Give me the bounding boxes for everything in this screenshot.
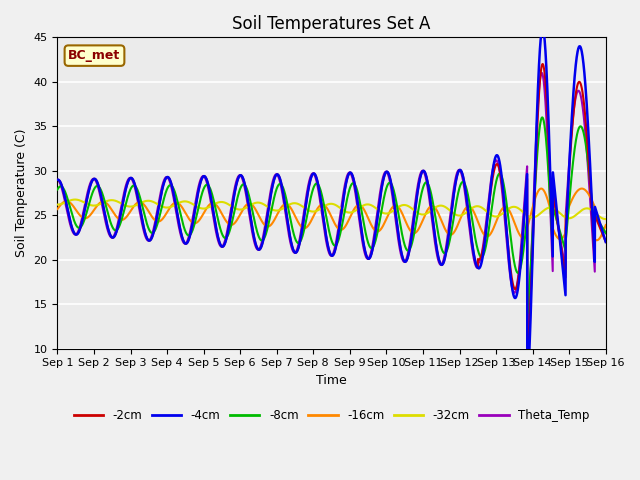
-8cm — [538, 115, 546, 120]
Title: Soil Temperatures Set A: Soil Temperatures Set A — [232, 15, 431, 33]
-8cm — [532, 168, 540, 174]
-2cm — [602, 239, 609, 245]
-8cm — [591, 213, 599, 219]
-4cm — [591, 205, 599, 211]
Line: -2cm: -2cm — [58, 64, 605, 364]
-4cm — [264, 212, 271, 217]
Line: -8cm: -8cm — [58, 118, 605, 313]
Line: -32cm: -32cm — [58, 200, 605, 219]
-8cm — [287, 221, 295, 227]
-32cm — [591, 210, 599, 216]
-32cm — [116, 200, 124, 206]
-4cm — [602, 239, 609, 245]
Line: -4cm: -4cm — [58, 28, 605, 395]
Y-axis label: Soil Temperature (C): Soil Temperature (C) — [15, 129, 28, 257]
-16cm — [538, 186, 545, 192]
Theta_Temp — [524, 341, 531, 347]
X-axis label: Time: Time — [316, 374, 347, 387]
Theta_Temp — [148, 230, 156, 236]
-4cm — [532, 137, 540, 143]
-32cm — [54, 202, 61, 207]
Theta_Temp — [602, 230, 609, 236]
Text: BC_met: BC_met — [68, 49, 120, 62]
-16cm — [591, 237, 599, 242]
-32cm — [71, 197, 79, 203]
-16cm — [602, 222, 609, 228]
Theta_Temp — [532, 136, 540, 142]
Line: Theta_Temp: Theta_Temp — [58, 73, 605, 344]
-8cm — [148, 230, 156, 236]
-32cm — [602, 216, 609, 222]
-16cm — [54, 206, 61, 212]
-2cm — [524, 361, 531, 367]
-32cm — [288, 201, 296, 206]
-8cm — [116, 222, 124, 228]
-16cm — [264, 224, 271, 229]
-4cm — [148, 233, 156, 239]
-32cm — [602, 216, 609, 222]
-16cm — [116, 217, 124, 223]
-4cm — [524, 392, 531, 398]
-16cm — [532, 193, 540, 199]
Line: -16cm: -16cm — [58, 189, 605, 240]
-4cm — [54, 177, 61, 182]
-2cm — [264, 212, 271, 217]
-2cm — [591, 214, 599, 219]
-32cm — [149, 199, 157, 204]
-16cm — [593, 238, 600, 243]
-8cm — [54, 187, 61, 192]
Legend: -2cm, -4cm, -8cm, -16cm, -32cm, Theta_Temp: -2cm, -4cm, -8cm, -16cm, -32cm, Theta_Te… — [69, 405, 594, 427]
Theta_Temp — [264, 206, 271, 212]
-16cm — [148, 215, 156, 220]
-32cm — [532, 214, 540, 219]
-4cm — [287, 240, 295, 246]
Theta_Temp — [54, 177, 61, 183]
-4cm — [116, 215, 124, 220]
Theta_Temp — [287, 244, 295, 250]
Theta_Temp — [538, 70, 545, 76]
Theta_Temp — [116, 210, 124, 216]
-8cm — [264, 225, 271, 230]
-8cm — [602, 230, 609, 236]
Theta_Temp — [591, 213, 599, 219]
-4cm — [539, 25, 547, 31]
-2cm — [116, 215, 124, 220]
-8cm — [524, 311, 531, 316]
-16cm — [287, 206, 295, 212]
-2cm — [54, 177, 61, 182]
-2cm — [148, 233, 156, 239]
-32cm — [264, 204, 272, 210]
-2cm — [539, 61, 547, 67]
-2cm — [532, 152, 540, 158]
-2cm — [287, 240, 295, 246]
